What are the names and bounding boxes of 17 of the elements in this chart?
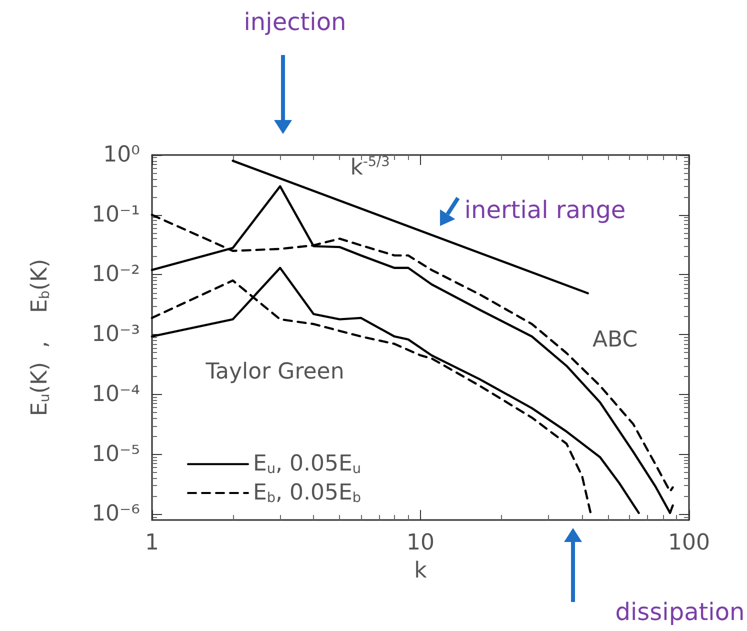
y-tick-label: 10⁻⁴ [92, 382, 140, 407]
annotation: inertial range [464, 196, 626, 224]
y-tick-label: 10⁻⁵ [92, 442, 140, 467]
annotation: ABC [592, 328, 638, 352]
text: injection [244, 8, 346, 36]
y-tick-label: 10⁰ [103, 142, 140, 168]
x-tick-label: 10 [406, 530, 434, 556]
y-tick-label: 10⁻⁶ [92, 502, 140, 527]
x-axis-title: k [414, 558, 428, 584]
x-tick-label: 100 [668, 530, 710, 556]
annotation: Taylor Green [204, 360, 344, 384]
y-axis-title: Eu(K) , Eb(K) [28, 258, 53, 416]
y-tick-label: 10⁻³ [92, 322, 140, 348]
y-tick-label: 10⁻¹ [92, 202, 140, 228]
y-tick-label: 10⁻² [92, 262, 140, 288]
text: dissipation [615, 598, 745, 626]
x-tick-label: 1 [145, 530, 159, 556]
